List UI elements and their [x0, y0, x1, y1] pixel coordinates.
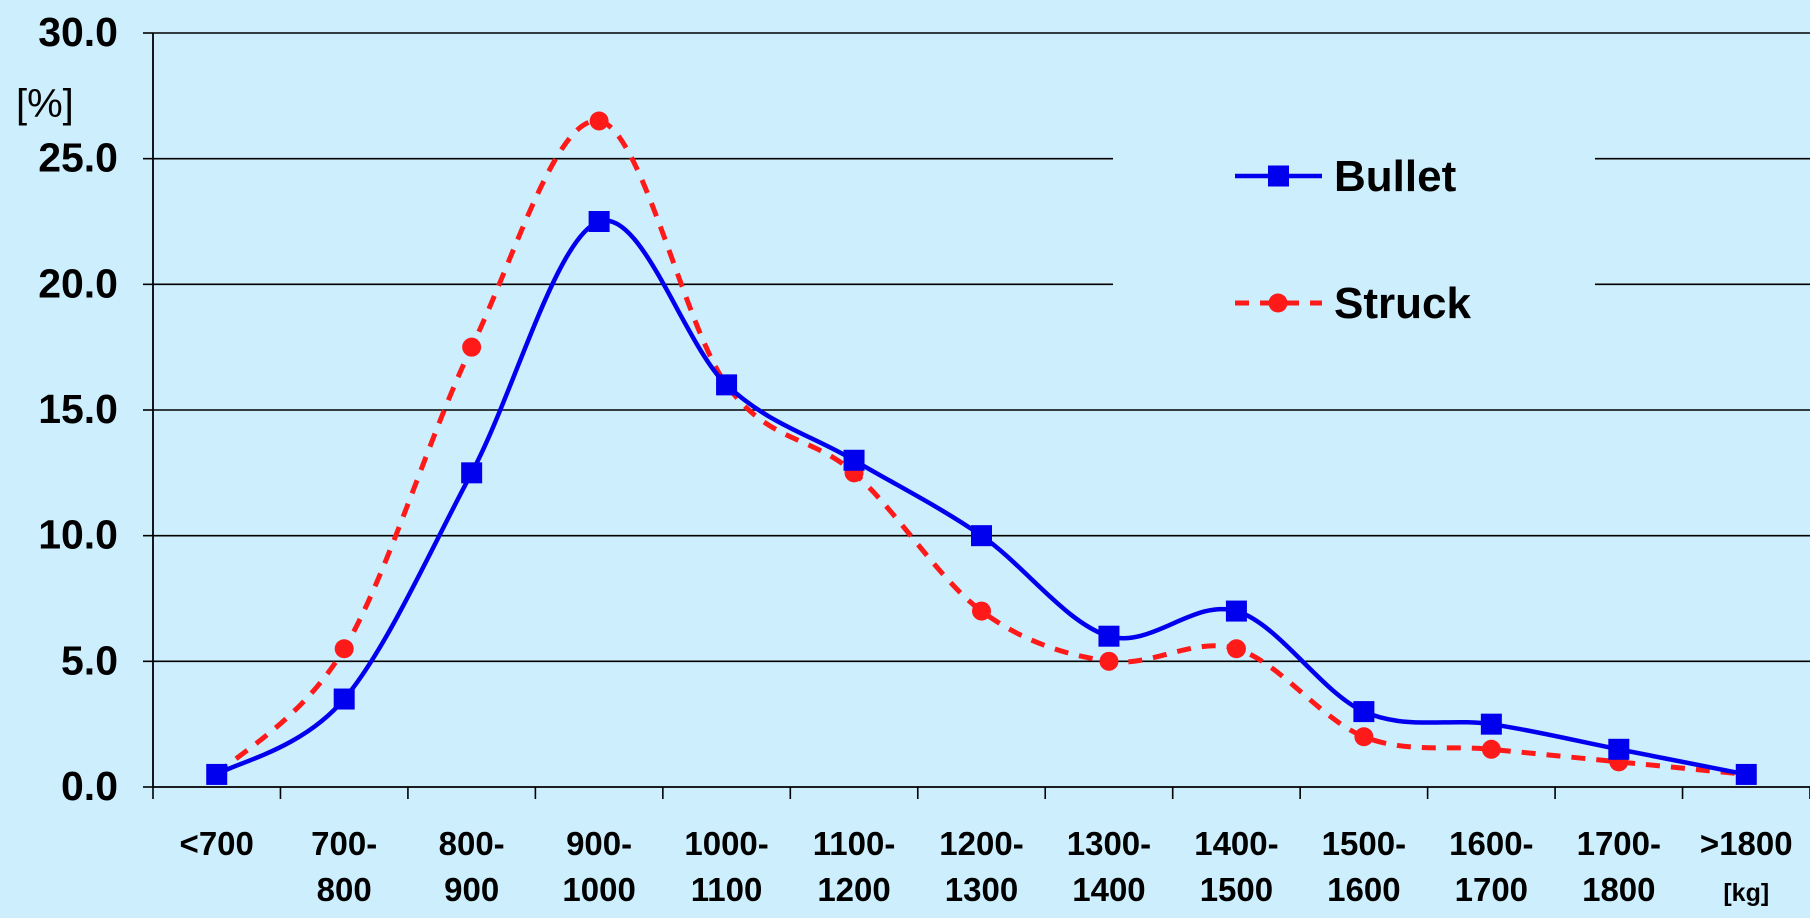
x-unit-label: [kg] [1723, 879, 1769, 907]
x-tick-label: 1100- 1200 [813, 825, 896, 908]
x-tick-label: 1200- 1300 [939, 825, 1023, 908]
x-tick-label-line: 1400 [1072, 871, 1145, 908]
x-tick-label: 1500- 1600 [1322, 825, 1406, 908]
x-tick-label-line: 1200- [939, 825, 1023, 862]
data-point-struck [462, 337, 482, 357]
y-tick-label: 25.0 [38, 135, 118, 181]
series-bullet [206, 211, 1757, 785]
y-tick-label: 10.0 [38, 512, 118, 558]
x-tick-label-line: 1400- [1194, 825, 1278, 862]
y-tick-label: 20.0 [38, 260, 118, 306]
x-tick-label: >1800 [1700, 825, 1793, 862]
data-point-struck [334, 639, 354, 659]
data-point-bullet [588, 211, 610, 232]
x-tick-label: 800- 900 [439, 825, 505, 908]
gridlines [153, 32, 1810, 663]
x-tick-label: 1600- 1700 [1449, 825, 1533, 908]
x-tick-label-line: 900 [444, 871, 499, 908]
data-point-struck [972, 601, 991, 621]
series-line-struck [214, 118, 1747, 777]
x-tick-label: 1000- 1100 [684, 825, 768, 908]
data-point-bullet [1608, 738, 1630, 760]
legend-entry-bullet: Bullet [1235, 152, 1457, 201]
x-tick-label-line: 1000 [562, 871, 635, 908]
x-tick-label-line: 1100- [813, 825, 896, 862]
x-tick-label-line: 800 [317, 871, 372, 908]
data-point-bullet [843, 449, 865, 471]
data-point-bullet [206, 763, 228, 785]
x-tick-label: 700- 800 [311, 825, 377, 908]
x-tick-label: <700 [180, 825, 254, 862]
x-tick-label: 1300- 1400 [1067, 825, 1151, 908]
axes [143, 32, 1810, 799]
x-axis-tick-labels: <700 700- 800 800- 900 900- 1000 1000- 1100 1100-… [180, 825, 1793, 908]
data-point-struck [1354, 727, 1374, 747]
x-tick-label-line: 1700 [1455, 871, 1528, 908]
series-group [206, 111, 1757, 785]
legend: Bullet Struck [1113, 120, 1595, 365]
data-point-bullet [971, 525, 992, 547]
series-line-bullet [215, 218, 1747, 777]
x-tick-label-line: 1600 [1327, 871, 1400, 908]
y-tick-label: 5.0 [61, 637, 118, 683]
data-point-bullet [1735, 763, 1757, 785]
legend-entry-struck: Struck [1235, 279, 1471, 328]
data-point-bullet [1098, 625, 1120, 647]
y-unit-label: [%] [16, 82, 74, 126]
legend-marker-struck [1268, 293, 1288, 313]
legend-marker-bullet [1268, 165, 1289, 187]
legend-label-struck: Struck [1334, 279, 1471, 328]
x-tick-label: 1700- 1800 [1577, 825, 1661, 908]
x-tick-label-line: 1200 [817, 871, 890, 908]
data-point-bullet [1353, 701, 1375, 723]
data-point-struck [1226, 639, 1246, 659]
x-tick-label-line: 800- [439, 825, 505, 862]
x-tick-label-line: 1700- [1577, 825, 1661, 862]
y-tick-label: 0.0 [61, 763, 118, 809]
x-tick-label-line: 1300- [1067, 825, 1151, 862]
y-axis-tick-labels: 0.0 5.0 10.0 15.0 20.0 25.0 30.0 [%] [16, 9, 118, 809]
data-point-struck [589, 111, 609, 131]
x-tick-label-line: 1100 [691, 871, 763, 908]
x-tick-label-line: 1000- [684, 825, 768, 862]
y-tick-label: 15.0 [38, 386, 118, 432]
data-point-struck [1099, 651, 1119, 671]
x-tick-label-line: 1800 [1582, 871, 1655, 908]
data-point-struck [1481, 739, 1501, 759]
data-point-bullet [1225, 600, 1247, 622]
data-point-bullet [716, 374, 738, 396]
x-tick-label-line: 1300 [945, 871, 1018, 908]
x-tick-label-line: 700- [311, 825, 377, 862]
legend-box [1113, 120, 1595, 365]
data-point-bullet [1480, 713, 1502, 735]
x-tick-label: 900- 1000 [562, 825, 635, 908]
x-tick-label-line: 900- [566, 825, 632, 862]
data-point-bullet [333, 688, 355, 710]
legend-label-bullet: Bullet [1334, 152, 1457, 201]
x-tick-label-line: >1800 [1700, 825, 1793, 862]
x-tick-label: 1400- 1500 [1194, 825, 1278, 908]
x-tick-label-line: 1500 [1200, 871, 1273, 908]
data-point-bullet [461, 462, 483, 484]
y-tick-label: 30.0 [38, 9, 118, 55]
x-tick-label-line: <700 [180, 825, 254, 862]
x-tick-label-line: 1600- [1449, 825, 1533, 862]
x-tick-label-line: 1500- [1322, 825, 1406, 862]
